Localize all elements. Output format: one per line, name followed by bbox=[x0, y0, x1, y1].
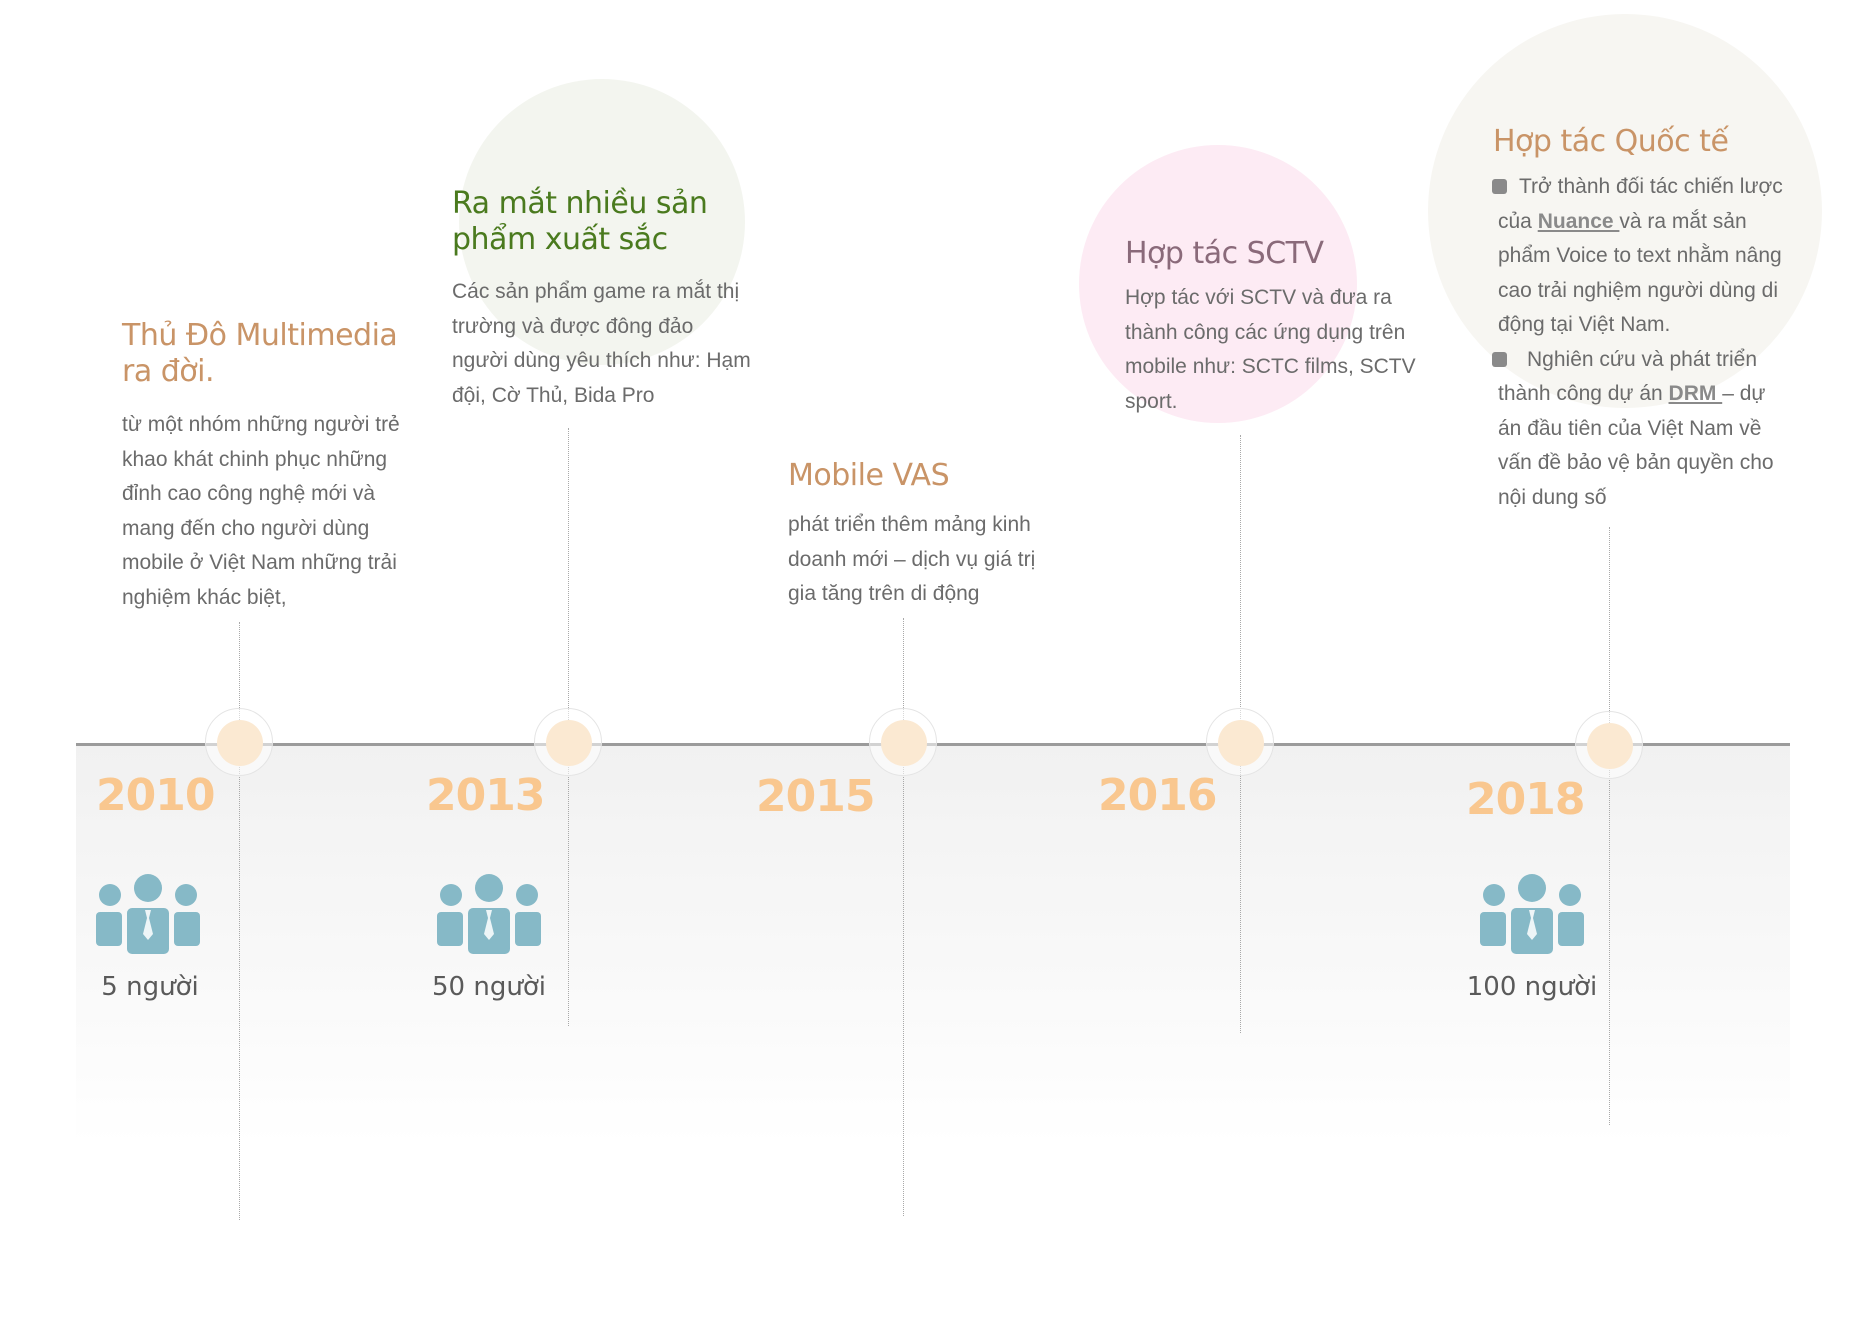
milestone-title: Hợp tác Quốc tế bbox=[1493, 124, 1729, 159]
milestone-title: Thủ Đô Multimedia ra đời. bbox=[122, 318, 398, 389]
staff-count: 5 người bbox=[101, 972, 199, 1002]
milestone-title: Hợp tác SCTV bbox=[1125, 236, 1324, 271]
bullet-item: Nghiên cứu và phát triển thành công dự á… bbox=[1492, 343, 1794, 516]
year-label: 2018 bbox=[1466, 774, 1585, 825]
milestone-description: từ một nhóm những người trẻ khao khát ch… bbox=[122, 413, 400, 609]
milestone-bullet-list: Trở thành đối tác chiến lược của Nuance … bbox=[1492, 170, 1794, 516]
nuance-link[interactable]: Nuance bbox=[1537, 209, 1620, 233]
bubble-2018 bbox=[1428, 14, 1822, 408]
staff-count: 100 người bbox=[1466, 972, 1598, 1002]
milestone-title: Ra mắt nhiều sản phẩm xuất sắc bbox=[452, 186, 708, 257]
year-label: 2015 bbox=[756, 771, 875, 822]
drm-link[interactable]: DRM bbox=[1668, 382, 1723, 405]
people-icon bbox=[437, 874, 541, 954]
connector-2018 bbox=[1609, 527, 1610, 1125]
timeline-node-2013 bbox=[534, 708, 602, 776]
connector-2010 bbox=[239, 622, 240, 1220]
bubble-2016 bbox=[1079, 145, 1357, 423]
bubble-2013 bbox=[459, 79, 745, 365]
people-icon bbox=[1480, 874, 1584, 954]
milestone-description: Các sản phẩm game ra mắt thị trường và đ… bbox=[452, 280, 751, 407]
milestone-description: phát triển thêm mảng kinh doanh mới – dị… bbox=[788, 513, 1036, 605]
timeline-node-2010 bbox=[205, 708, 273, 776]
year-label: 2013 bbox=[426, 770, 545, 821]
milestone-title: Mobile VAS bbox=[788, 458, 950, 493]
bullet-square-icon bbox=[1492, 351, 1507, 367]
timeline-node-2018 bbox=[1575, 711, 1643, 779]
milestone-description: Hợp tác với SCTV và đưa ra thành công cá… bbox=[1125, 286, 1416, 413]
bullet-item: Trở thành đối tác chiến lược của Nuance … bbox=[1492, 170, 1794, 343]
year-label: 2016 bbox=[1098, 770, 1217, 821]
timeline-node-2016 bbox=[1206, 708, 1274, 776]
bullet-square-icon bbox=[1492, 179, 1507, 194]
connector-2015 bbox=[903, 618, 904, 1216]
timeline-node-2015 bbox=[869, 708, 937, 776]
year-label: 2010 bbox=[96, 770, 215, 821]
staff-count: 50 người bbox=[432, 972, 546, 1002]
people-icon bbox=[96, 874, 200, 954]
